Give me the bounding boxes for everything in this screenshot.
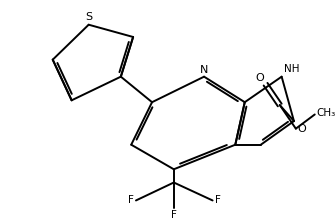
Text: O: O — [298, 124, 306, 134]
Text: CH₃: CH₃ — [316, 108, 336, 118]
Text: NH: NH — [284, 64, 300, 74]
Text: N: N — [200, 65, 208, 75]
Text: O: O — [255, 73, 264, 83]
Text: F: F — [171, 210, 177, 220]
Text: F: F — [215, 195, 221, 206]
Text: S: S — [85, 12, 92, 23]
Text: F: F — [128, 195, 133, 206]
